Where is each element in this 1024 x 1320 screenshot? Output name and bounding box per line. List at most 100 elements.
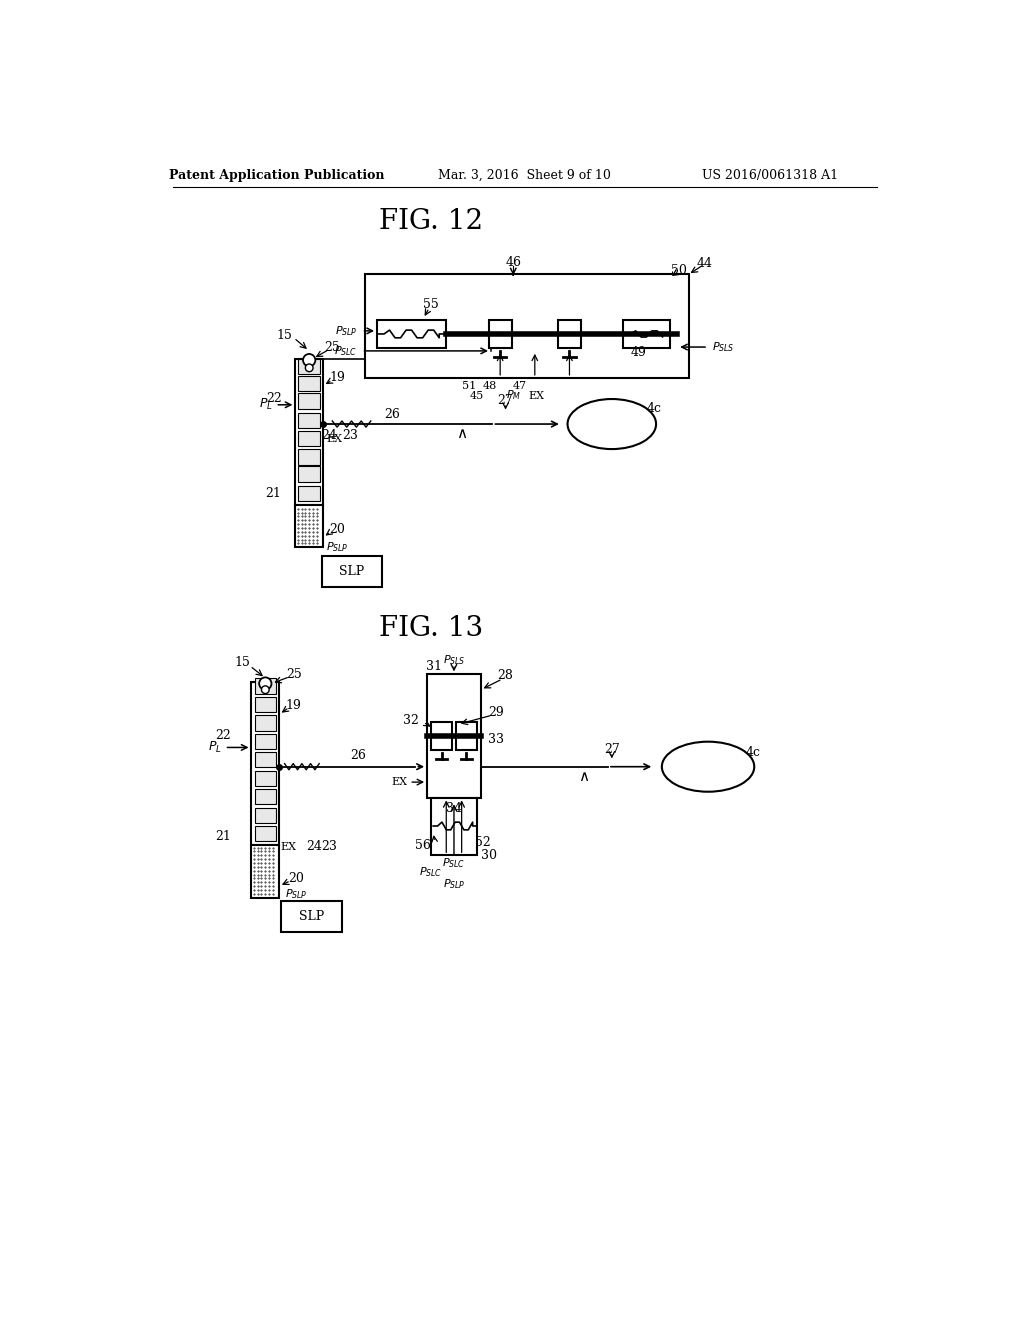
Ellipse shape: [567, 399, 656, 449]
Text: 4c: 4c: [647, 403, 662, 416]
Bar: [456, 722, 477, 750]
Bar: [255, 752, 276, 767]
Text: 4c: 4c: [745, 746, 760, 759]
Text: 19: 19: [286, 698, 302, 711]
Text: 31: 31: [426, 660, 441, 673]
Bar: [298, 413, 319, 428]
Bar: [431, 722, 453, 750]
Text: 22: 22: [215, 730, 230, 742]
Text: 23: 23: [322, 841, 337, 853]
Text: 56: 56: [415, 838, 431, 851]
Bar: [255, 789, 276, 804]
Text: 26: 26: [384, 408, 400, 421]
Text: EX: EX: [281, 842, 296, 851]
Text: $P_M$: $P_M$: [506, 388, 521, 403]
Text: FIG. 13: FIG. 13: [379, 615, 483, 642]
Text: 44: 44: [696, 257, 713, 271]
Bar: [298, 359, 319, 374]
Text: 24: 24: [322, 429, 337, 442]
Text: 27: 27: [604, 743, 620, 756]
Text: 26: 26: [350, 748, 366, 762]
Text: 52: 52: [475, 836, 492, 849]
Text: 28: 28: [498, 669, 513, 682]
Text: 20: 20: [288, 871, 304, 884]
Ellipse shape: [662, 742, 755, 792]
Text: 24: 24: [306, 841, 322, 853]
Bar: [282, 902, 342, 932]
Text: 49: 49: [631, 346, 647, 359]
Text: 25: 25: [286, 668, 302, 681]
Bar: [558, 321, 581, 348]
Text: SLP: SLP: [299, 911, 325, 924]
Text: 21: 21: [215, 829, 230, 842]
Circle shape: [261, 686, 269, 693]
Text: $P_{SLP}$: $P_{SLP}$: [335, 323, 357, 338]
Text: SLP: SLP: [339, 565, 365, 578]
Text: Mar. 3, 2016  Sheet 9 of 10: Mar. 3, 2016 Sheet 9 of 10: [438, 169, 611, 182]
Text: EX: EX: [392, 777, 408, 787]
Bar: [255, 678, 276, 693]
Text: 19: 19: [329, 371, 345, 384]
Bar: [427, 675, 481, 797]
Bar: [255, 808, 276, 822]
Bar: [255, 715, 276, 730]
Bar: [322, 557, 382, 587]
Bar: [255, 697, 276, 711]
Text: $\wedge$: $\wedge$: [456, 428, 467, 441]
Text: 23: 23: [342, 429, 358, 442]
Bar: [252, 845, 280, 898]
Text: FIG. 12: FIG. 12: [379, 209, 483, 235]
Bar: [252, 682, 280, 845]
Bar: [255, 771, 276, 785]
Bar: [366, 275, 689, 378]
Text: $P_L$: $P_L$: [208, 741, 221, 755]
Bar: [298, 393, 319, 409]
Text: 22: 22: [266, 392, 283, 405]
Text: 34: 34: [446, 801, 462, 814]
Text: $P_L$: $P_L$: [259, 397, 273, 412]
Bar: [255, 734, 276, 748]
Text: $P_{SLS}$: $P_{SLS}$: [442, 653, 465, 668]
Circle shape: [303, 354, 315, 367]
Text: Patent Application Publication: Patent Application Publication: [169, 169, 385, 182]
Text: EX: EX: [528, 391, 545, 400]
Text: EX: EX: [327, 434, 343, 445]
Bar: [298, 376, 319, 391]
Bar: [377, 321, 446, 348]
Bar: [298, 466, 319, 482]
Circle shape: [305, 364, 313, 372]
Bar: [624, 321, 670, 348]
Bar: [298, 450, 319, 465]
Text: 27: 27: [498, 395, 513, 408]
Text: 29: 29: [488, 706, 504, 719]
Bar: [298, 432, 319, 446]
Text: $P_{SLC}$: $P_{SLC}$: [442, 857, 466, 870]
Bar: [295, 359, 323, 506]
Text: 45: 45: [470, 391, 484, 400]
Text: 55: 55: [423, 298, 438, 312]
Text: 47: 47: [512, 380, 526, 391]
Bar: [431, 797, 477, 855]
Text: 50: 50: [671, 264, 687, 277]
Text: $\wedge$: $\wedge$: [578, 770, 589, 784]
Bar: [255, 826, 276, 841]
Text: 33: 33: [488, 733, 504, 746]
Text: $P_{SLC}$: $P_{SLC}$: [334, 345, 357, 358]
Bar: [298, 486, 319, 502]
Text: $P_{SLP}$: $P_{SLP}$: [326, 540, 348, 554]
Text: 48: 48: [483, 380, 498, 391]
Text: 20: 20: [329, 523, 345, 536]
Text: 15: 15: [234, 656, 250, 669]
Text: $P_{SLP}$: $P_{SLP}$: [442, 876, 465, 891]
Text: 30: 30: [480, 849, 497, 862]
Text: 51: 51: [462, 380, 476, 391]
Circle shape: [259, 677, 271, 689]
Text: 32: 32: [403, 714, 419, 727]
Text: 46: 46: [505, 256, 521, 269]
Text: $P_{SLS}$: $P_{SLS}$: [712, 341, 734, 354]
Text: 15: 15: [276, 329, 292, 342]
Text: $P_{SLP}$: $P_{SLP}$: [285, 887, 307, 900]
Text: $P_{SLC}$: $P_{SLC}$: [419, 866, 442, 879]
Bar: [295, 504, 323, 548]
Text: 21: 21: [265, 487, 282, 500]
